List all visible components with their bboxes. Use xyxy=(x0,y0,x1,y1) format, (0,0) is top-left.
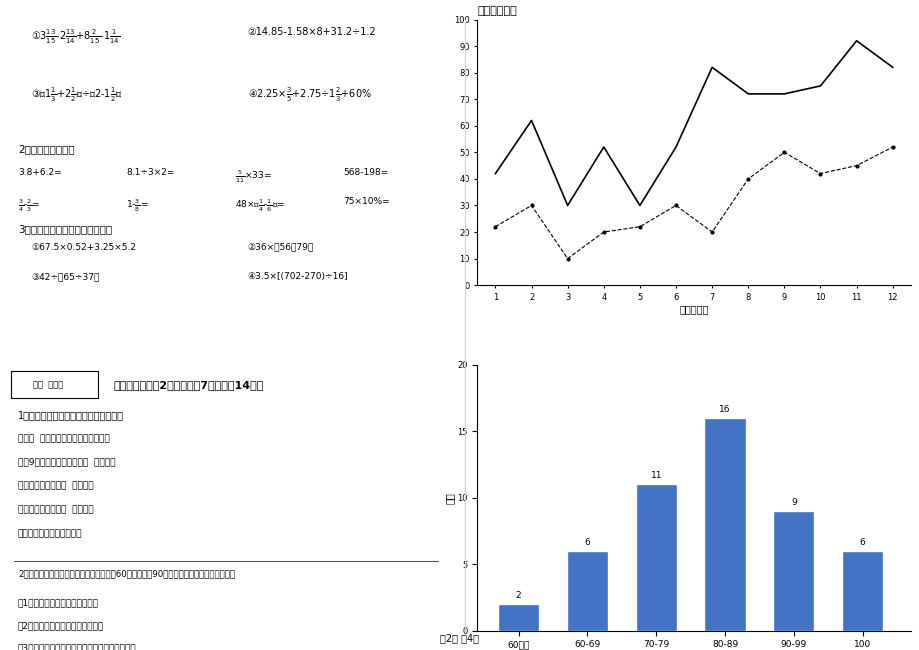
Text: 9: 9 xyxy=(790,498,796,507)
Text: 6: 6 xyxy=(859,538,865,547)
Text: 8.1÷3×2=: 8.1÷3×2= xyxy=(126,168,175,177)
Text: 第2页 共4页: 第2页 共4页 xyxy=(440,634,479,644)
Bar xyxy=(772,511,813,630)
支出 xyxy=(489,223,500,231)
Text: ③（1$\frac{1}{3}$+2$\frac{1}{2}$）÷（2-1$\frac{1}{2}$）: ③（1$\frac{1}{3}$+2$\frac{1}{2}$）÷（2-1$\f… xyxy=(31,86,122,104)
Text: 1、请根据下面的统计图回答下列问题。: 1、请根据下面的统计图回答下列问题。 xyxy=(17,410,124,420)
Text: ①67.5×0.52+3.25×5.2: ①67.5×0.52+3.25×5.2 xyxy=(31,242,136,252)
支出 xyxy=(526,202,537,209)
Text: ⑶、全年实际收入（  ）万元。: ⑶、全年实际收入（ ）万元。 xyxy=(17,482,94,491)
Text: 金额（万元）: 金额（万元） xyxy=(477,6,516,16)
支出 xyxy=(814,170,825,177)
支出 xyxy=(850,162,861,170)
Text: ④3.5×[(702-270)÷16]: ④3.5×[(702-270)÷16] xyxy=(247,272,348,281)
Text: 75×10%=: 75×10%= xyxy=(343,198,389,207)
收入 xyxy=(670,143,681,151)
Text: 2: 2 xyxy=(516,591,521,600)
Text: 1-$\frac{3}{8}$=: 1-$\frac{3}{8}$= xyxy=(126,198,149,214)
Text: $\frac{5}{11}$×33=: $\frac{5}{11}$×33= xyxy=(234,168,271,185)
Line: 支出: 支出 xyxy=(492,144,894,261)
收入 xyxy=(489,170,500,177)
Text: ⑸、你还获得了哪些信息？: ⑸、你还获得了哪些信息？ xyxy=(17,530,83,539)
支出 xyxy=(886,143,897,151)
Text: 11: 11 xyxy=(650,471,662,480)
收入 xyxy=(778,90,789,97)
Text: 3、脱式计算，能简算的要简算。: 3、脱式计算，能简算的要简算。 xyxy=(17,224,112,234)
Text: 6: 6 xyxy=(584,538,590,547)
收入 xyxy=(814,82,825,90)
收入 xyxy=(742,90,753,97)
收入 xyxy=(886,64,897,72)
Text: （1）这个班共有学生＿＿＿人。: （1）这个班共有学生＿＿＿人。 xyxy=(17,599,98,608)
Text: 得分  评卷人: 得分 评卷人 xyxy=(33,380,63,389)
Text: ⑷、平均每月支出（  ）万元。: ⑷、平均每月支出（ ）万元。 xyxy=(17,506,94,515)
FancyBboxPatch shape xyxy=(11,372,98,398)
Text: （3）考试的及格率是＿＿＿，优秀率是＿＿＿。: （3）考试的及格率是＿＿＿，优秀率是＿＿＿。 xyxy=(17,644,136,650)
收入 xyxy=(597,143,608,151)
支出 xyxy=(597,228,608,236)
收入 xyxy=(526,116,537,124)
支出 xyxy=(778,148,789,156)
Text: ③42÷（65÷37）: ③42÷（65÷37） xyxy=(31,272,99,281)
Bar xyxy=(635,484,676,630)
Text: 16: 16 xyxy=(719,405,730,414)
Text: ②14.85-1.58×8+31.2÷1.2: ②14.85-1.58×8+31.2÷1.2 xyxy=(247,27,376,38)
支出 xyxy=(742,175,753,183)
Text: $\frac{3}{4}$-$\frac{2}{3}$=: $\frac{3}{4}$-$\frac{2}{3}$= xyxy=(17,198,40,214)
支出 xyxy=(562,255,573,263)
Text: 3.8+6.2=: 3.8+6.2= xyxy=(17,168,62,177)
Text: ⑴、（  ）月份收入和支出相差最小。: ⑴、（ ）月份收入和支出相差最小。 xyxy=(17,434,109,443)
收入 xyxy=(850,37,861,45)
Text: 2、直接写出得数。: 2、直接写出得数。 xyxy=(17,144,74,154)
Text: ①3$\frac{13}{15}$-2$\frac{13}{14}$+8$\frac{2}{15}$-1$\frac{1}{14}$: ①3$\frac{13}{15}$-2$\frac{13}{14}$+8$\fr… xyxy=(31,27,119,46)
Text: ②36×（56＋79）: ②36×（56＋79） xyxy=(247,242,313,252)
支出 xyxy=(706,228,717,236)
Text: 五、综合题（共2小题，每题7分，共计14分）: 五、综合题（共2小题，每题7分，共计14分） xyxy=(113,380,264,390)
Y-axis label: 人数: 人数 xyxy=(444,492,454,504)
收入 xyxy=(562,202,573,209)
收入 xyxy=(634,202,645,209)
X-axis label: 月份（月）: 月份（月） xyxy=(678,305,708,315)
支出 xyxy=(670,202,681,209)
Text: 2、如图是某班一次数学测试的统计图。（60分为及格，90分为优秀），认真看图后填空。: 2、如图是某班一次数学测试的统计图。（60分为及格，90分为优秀），认真看图后填… xyxy=(17,569,234,578)
Text: ④2.25×$\frac{3}{5}$+2.75÷1$\frac{2}{3}$+60%: ④2.25×$\frac{3}{5}$+2.75÷1$\frac{2}{3}$+… xyxy=(247,86,371,104)
Bar xyxy=(497,604,539,630)
Bar xyxy=(841,551,882,630)
收入 xyxy=(706,64,717,72)
Bar xyxy=(704,418,745,630)
支出 xyxy=(634,223,645,231)
Text: 568-198=: 568-198= xyxy=(343,168,388,177)
Text: （2）成绩在＿＿＿段的人数最多。: （2）成绩在＿＿＿段的人数最多。 xyxy=(17,621,104,630)
Text: 48×（$\frac{1}{4}$-$\frac{1}{6}$）=: 48×（$\frac{1}{4}$-$\frac{1}{6}$）= xyxy=(234,198,284,214)
Text: ⑵、9月份收入和支出相差（  ）万元。: ⑵、9月份收入和支出相差（ ）万元。 xyxy=(17,458,115,467)
Line: 收入: 收入 xyxy=(494,41,891,205)
Bar xyxy=(566,551,607,630)
